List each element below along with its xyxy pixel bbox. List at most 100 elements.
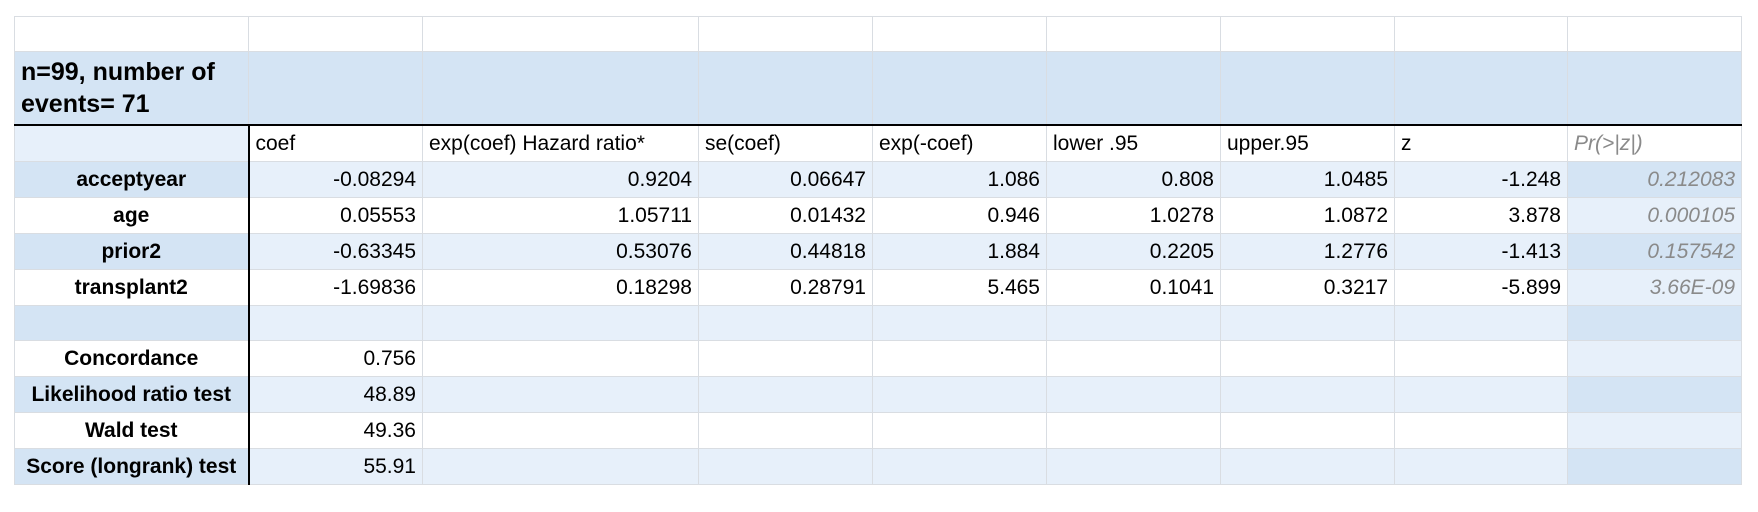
cell[interactable]	[698, 304, 873, 341]
header-cell[interactable]: coef	[248, 124, 423, 162]
cell[interactable]	[872, 411, 1047, 449]
header-cell[interactable]: Pr(>|z|)	[1567, 124, 1742, 162]
header-cell[interactable]: se(coef)	[698, 124, 873, 162]
value-cell[interactable]: 1.2776	[1220, 232, 1395, 270]
cell[interactable]	[872, 375, 1047, 413]
cell[interactable]	[1046, 447, 1221, 485]
cell[interactable]	[1567, 16, 1742, 52]
cell[interactable]	[872, 447, 1047, 485]
row-label[interactable]: prior2	[14, 232, 250, 270]
pvalue-cell[interactable]: 3.66E-09	[1567, 268, 1742, 306]
cell[interactable]	[872, 51, 1047, 126]
cell[interactable]	[1567, 375, 1742, 413]
value-cell[interactable]: -1.69836	[248, 268, 423, 306]
value-cell[interactable]: 0.01432	[698, 196, 873, 234]
value-cell[interactable]: 0.3217	[1220, 268, 1395, 306]
value-cell[interactable]: 0.53076	[422, 232, 699, 270]
pvalue-cell[interactable]: 0.157542	[1567, 232, 1742, 270]
header-cell[interactable]	[14, 124, 250, 162]
stat-value[interactable]: 49.36	[248, 411, 423, 449]
cell[interactable]	[1220, 51, 1395, 126]
cell[interactable]	[1567, 447, 1742, 485]
cell[interactable]	[1394, 339, 1568, 377]
cell[interactable]	[1046, 304, 1221, 341]
cell[interactable]	[872, 304, 1047, 341]
cell[interactable]	[422, 411, 699, 449]
value-cell[interactable]: 0.18298	[422, 268, 699, 306]
stat-value[interactable]: 48.89	[248, 375, 423, 413]
value-cell[interactable]: 0.05553	[248, 196, 423, 234]
stat-value[interactable]: 0.756	[248, 339, 423, 377]
value-cell[interactable]: -1.248	[1394, 160, 1568, 198]
cell[interactable]	[1220, 411, 1395, 449]
cell[interactable]	[1394, 304, 1568, 341]
value-cell[interactable]: 0.9204	[422, 160, 699, 198]
cell[interactable]	[1394, 447, 1568, 485]
value-cell[interactable]: 1.0872	[1220, 196, 1395, 234]
value-cell[interactable]: 0.2205	[1046, 232, 1221, 270]
value-cell[interactable]: 1.086	[872, 160, 1047, 198]
header-cell[interactable]: upper.95	[1220, 124, 1395, 162]
cell[interactable]	[1567, 411, 1742, 449]
value-cell[interactable]: 0.28791	[698, 268, 873, 306]
row-label[interactable]: acceptyear	[14, 160, 250, 198]
cell[interactable]	[1220, 339, 1395, 377]
cell[interactable]	[698, 411, 873, 449]
cell[interactable]	[1394, 16, 1568, 52]
cell[interactable]	[872, 16, 1047, 52]
cell[interactable]	[1394, 411, 1568, 449]
cell[interactable]	[872, 339, 1047, 377]
cell[interactable]	[248, 51, 423, 126]
header-cell[interactable]: lower .95	[1046, 124, 1221, 162]
value-cell[interactable]: -1.413	[1394, 232, 1568, 270]
row-label[interactable]: age	[14, 196, 250, 234]
cell[interactable]	[698, 16, 873, 52]
cell[interactable]	[1046, 339, 1221, 377]
pvalue-cell[interactable]: 0.000105	[1567, 196, 1742, 234]
value-cell[interactable]: -0.63345	[248, 232, 423, 270]
header-cell[interactable]: exp(-coef)	[872, 124, 1047, 162]
row-label[interactable]: transplant2	[14, 268, 250, 306]
stat-label[interactable]: Wald test	[14, 411, 250, 449]
cell[interactable]	[698, 447, 873, 485]
cell[interactable]	[422, 339, 699, 377]
cell[interactable]	[1046, 375, 1221, 413]
value-cell[interactable]: 1.884	[872, 232, 1047, 270]
value-cell[interactable]: 0.1041	[1046, 268, 1221, 306]
cell[interactable]	[14, 16, 249, 52]
table-title[interactable]: n=99, number of events= 71	[14, 51, 249, 126]
cell[interactable]	[1394, 51, 1568, 126]
stat-label[interactable]: Likelihood ratio test	[14, 375, 250, 413]
value-cell[interactable]: 0.946	[872, 196, 1047, 234]
value-cell[interactable]: 0.44818	[698, 232, 873, 270]
cell[interactable]	[1220, 16, 1395, 52]
cell[interactable]	[1220, 375, 1395, 413]
header-cell[interactable]: exp(coef) Hazard ratio*	[422, 124, 699, 162]
cell[interactable]	[14, 304, 250, 341]
cell[interactable]	[1220, 447, 1395, 485]
cell[interactable]	[422, 304, 699, 341]
stat-label[interactable]: Concordance	[14, 339, 250, 377]
stat-label[interactable]: Score (longrank) test	[14, 447, 250, 485]
value-cell[interactable]: -0.08294	[248, 160, 423, 198]
cell[interactable]	[698, 339, 873, 377]
cell[interactable]	[422, 51, 699, 126]
value-cell[interactable]: 1.0485	[1220, 160, 1395, 198]
cell[interactable]	[1394, 375, 1568, 413]
cell[interactable]	[422, 16, 699, 52]
cell[interactable]	[1567, 339, 1742, 377]
cell[interactable]	[248, 304, 423, 341]
cell[interactable]	[1046, 51, 1221, 126]
value-cell[interactable]: -5.899	[1394, 268, 1568, 306]
value-cell[interactable]: 5.465	[872, 268, 1047, 306]
cell[interactable]	[698, 375, 873, 413]
value-cell[interactable]: 3.878	[1394, 196, 1568, 234]
cell[interactable]	[422, 447, 699, 485]
cell[interactable]	[698, 51, 873, 126]
value-cell[interactable]: 0.06647	[698, 160, 873, 198]
cell[interactable]	[1046, 16, 1221, 52]
cell[interactable]	[422, 375, 699, 413]
value-cell[interactable]: 1.05711	[422, 196, 699, 234]
cell[interactable]	[1567, 51, 1742, 126]
value-cell[interactable]: 0.808	[1046, 160, 1221, 198]
